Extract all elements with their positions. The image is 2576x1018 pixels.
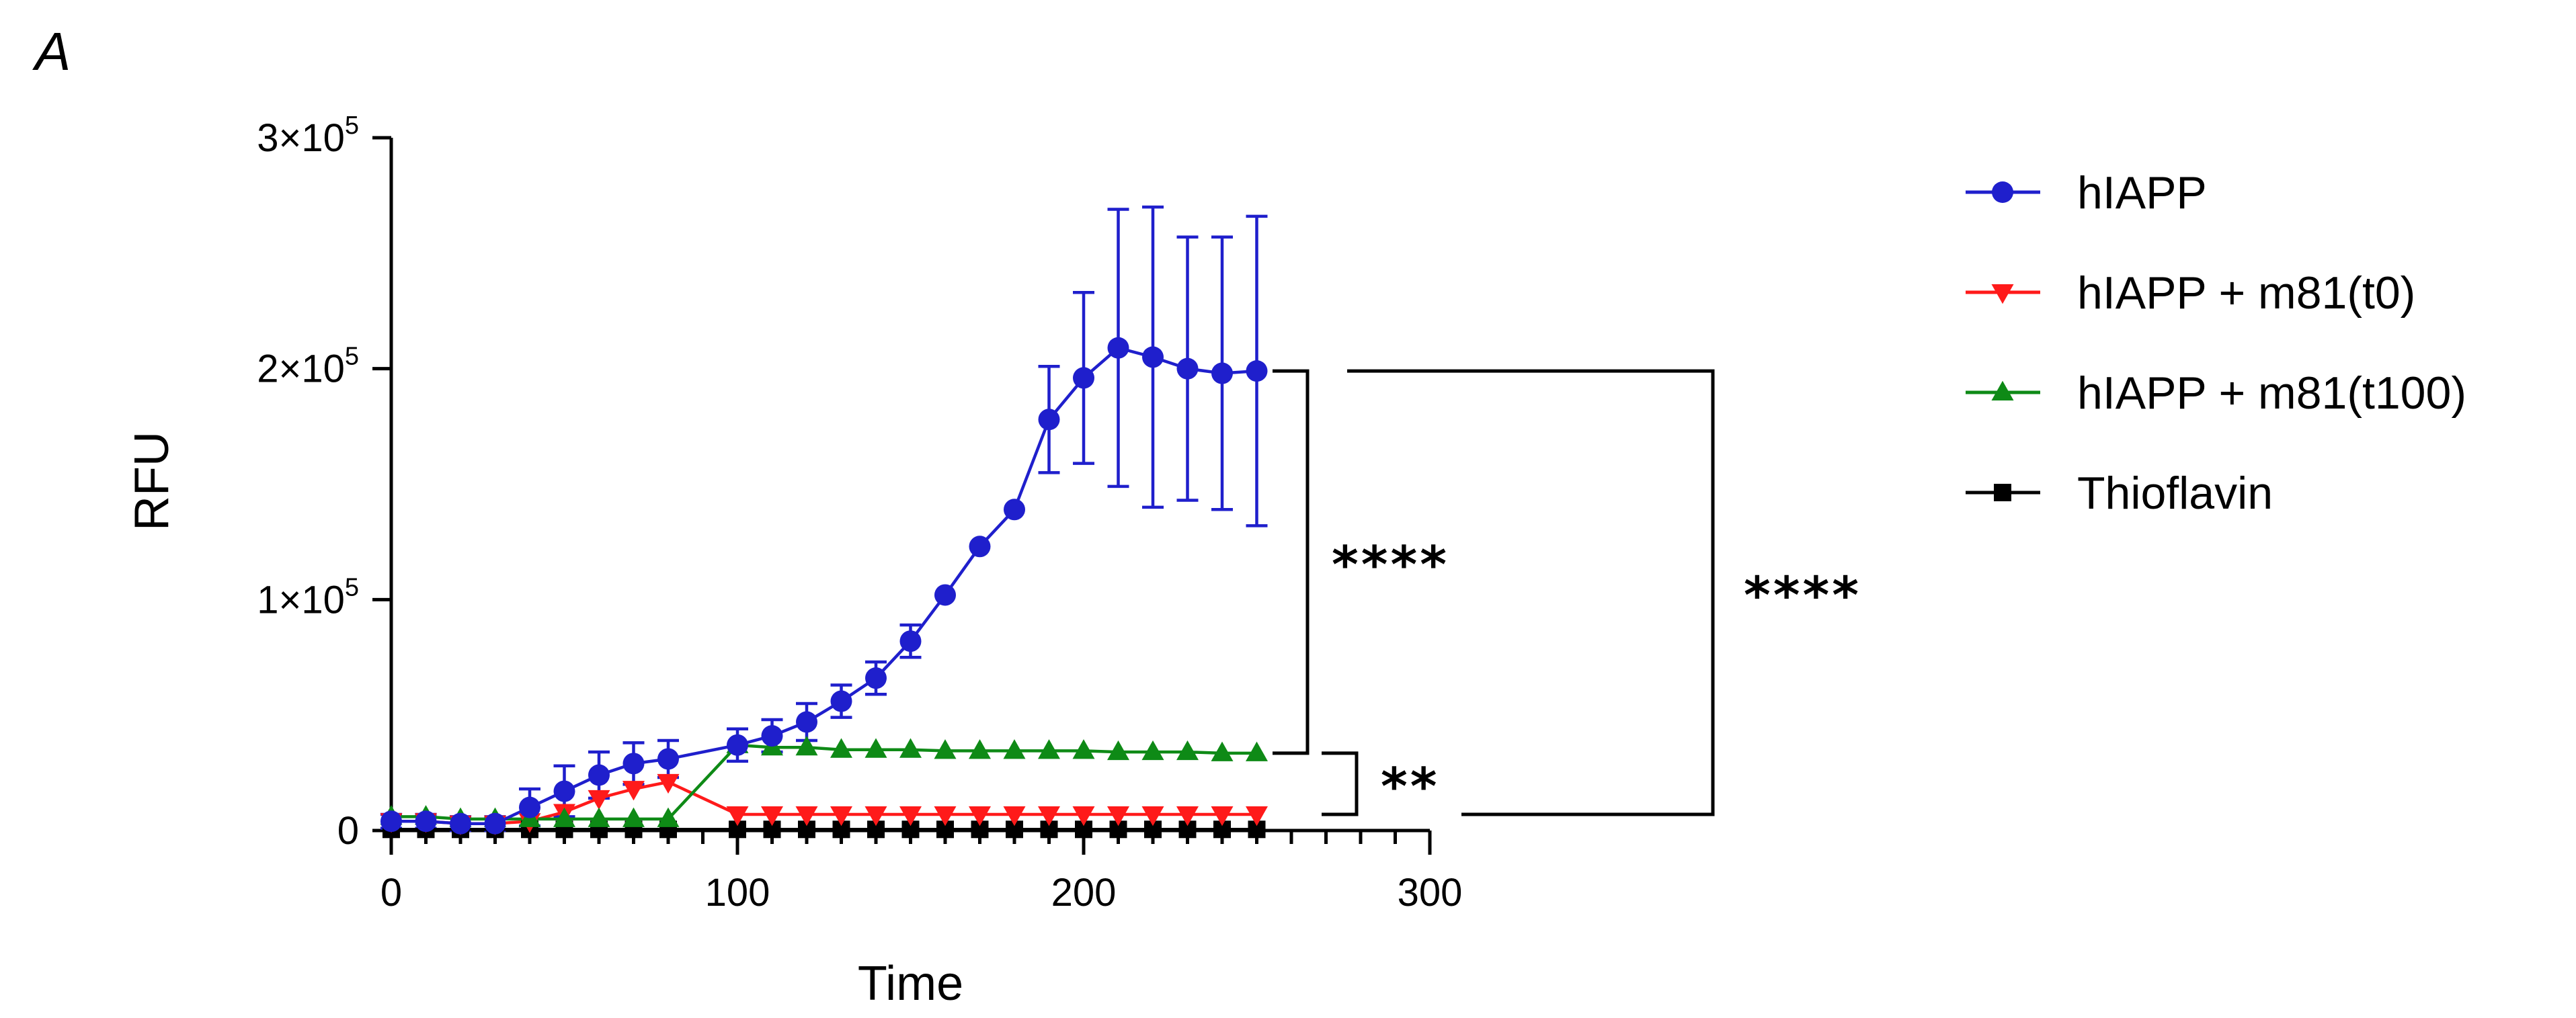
data-point: [553, 807, 575, 827]
significance-label: ****: [1332, 534, 1449, 594]
x-axis-title: Time: [858, 957, 963, 1011]
significance-bracket: [1322, 751, 1359, 816]
data-point: [726, 806, 749, 826]
x-tick-label: 0: [380, 871, 402, 915]
data-point: [795, 736, 818, 756]
data-point: [969, 806, 991, 826]
data-point: [588, 807, 610, 827]
data-point: [622, 781, 645, 801]
data-point: [899, 806, 922, 826]
legend-label: hIAPP: [2077, 167, 2207, 218]
data-point: [657, 807, 680, 827]
legend-marker: [1991, 284, 2014, 304]
data-point: [830, 690, 852, 712]
data-point: [1072, 739, 1095, 759]
data-point: [934, 739, 957, 759]
data-point: [1176, 357, 1199, 380]
legend-label: hIAPP + m81(t0): [2077, 267, 2415, 319]
x-tick-label: 200: [1051, 871, 1117, 915]
data-point: [588, 790, 610, 810]
data-point: [761, 806, 783, 826]
data-point: [1246, 360, 1268, 382]
data-point: [415, 810, 437, 833]
y-tick-label: 2×105: [257, 343, 359, 391]
legend-marker: [1992, 181, 2013, 203]
data-point: [1211, 806, 1234, 826]
significance-annotations: **********: [1273, 369, 1861, 816]
data-point: [1141, 806, 1164, 826]
data-point: [899, 630, 922, 652]
y-tick-label: 3×105: [257, 112, 359, 160]
data-point: [864, 738, 887, 758]
data-point: [934, 806, 957, 826]
legend: hIAPP hIAPP + m81(t0) hIAPP + m81(t100) Thi…: [1966, 167, 2466, 519]
data-point: [1107, 806, 1129, 826]
data-point: [1246, 806, 1268, 826]
legend-label: hIAPP + m81(t100): [2077, 368, 2466, 419]
significance-label: **: [1381, 756, 1440, 816]
data-point: [1211, 362, 1233, 384]
data-point: [1176, 806, 1199, 826]
data-point: [864, 806, 887, 826]
panel-label: A: [32, 22, 71, 81]
legend-marker: [1991, 380, 2014, 400]
data-point: [761, 725, 783, 747]
data-point: [1038, 409, 1060, 431]
y-axis-title: RFU: [125, 431, 179, 531]
data-point: [1176, 740, 1199, 761]
legend-marker: [1994, 484, 2011, 501]
data-point: [1107, 337, 1129, 359]
data-point: [657, 748, 679, 770]
data-point: [450, 812, 471, 835]
data-point: [865, 667, 887, 689]
data-point: [899, 738, 922, 758]
data-point: [727, 734, 748, 756]
data-point: [588, 764, 610, 786]
y-tick-label: 1×105: [257, 573, 359, 622]
data-point: [1211, 741, 1234, 761]
data-point: [1141, 740, 1164, 761]
data-point: [796, 711, 817, 733]
x-tick-label: 300: [1398, 871, 1463, 915]
data-point: [969, 536, 991, 558]
markers: [380, 337, 1268, 839]
y-tick-label: 0: [337, 809, 359, 853]
data-point: [484, 812, 506, 835]
data-point: [380, 810, 402, 833]
data-point: [1038, 806, 1060, 826]
data-point: [622, 807, 645, 827]
data-point: [969, 739, 991, 759]
data-point: [1142, 346, 1164, 368]
data-point: [934, 584, 956, 606]
data-point: [795, 806, 818, 826]
data-point: [657, 773, 680, 794]
axes: 0 1×105 2×105 3×105 0 100 200 300 Time RFU: [125, 112, 1462, 1011]
x-tick-label: 100: [705, 871, 770, 915]
data-point: [1107, 740, 1129, 761]
data-point: [1246, 741, 1268, 761]
error-bars: [380, 205, 1268, 833]
data-point: [1073, 367, 1094, 389]
data-point: [519, 796, 540, 818]
data-point: [1072, 806, 1095, 826]
data-point: [622, 753, 645, 775]
data-point: [1003, 739, 1026, 759]
data-point: [1038, 739, 1060, 759]
legend-label: Thioflavin: [2077, 468, 2273, 519]
data-point: [1003, 806, 1026, 826]
significance-label: ****: [1744, 565, 1861, 625]
significance-bracket: [1273, 369, 1310, 755]
data-point: [830, 738, 852, 758]
data-point: [553, 780, 575, 802]
significance-bracket: [1347, 369, 1715, 816]
data-point: [830, 806, 852, 826]
data-point: [1004, 499, 1025, 521]
